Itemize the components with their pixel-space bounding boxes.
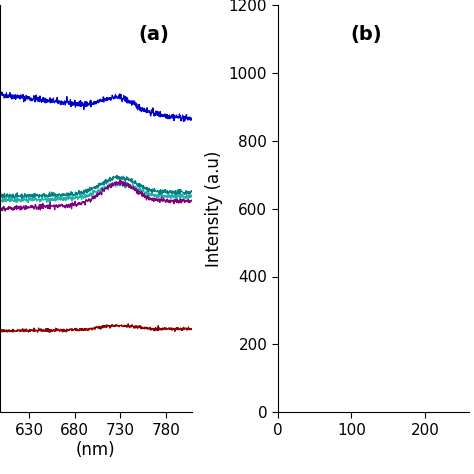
Text: (b): (b) [350,25,382,44]
Y-axis label: Intensity (a.u): Intensity (a.u) [205,150,223,267]
X-axis label: (nm): (nm) [76,440,116,458]
Text: (a): (a) [138,25,169,44]
